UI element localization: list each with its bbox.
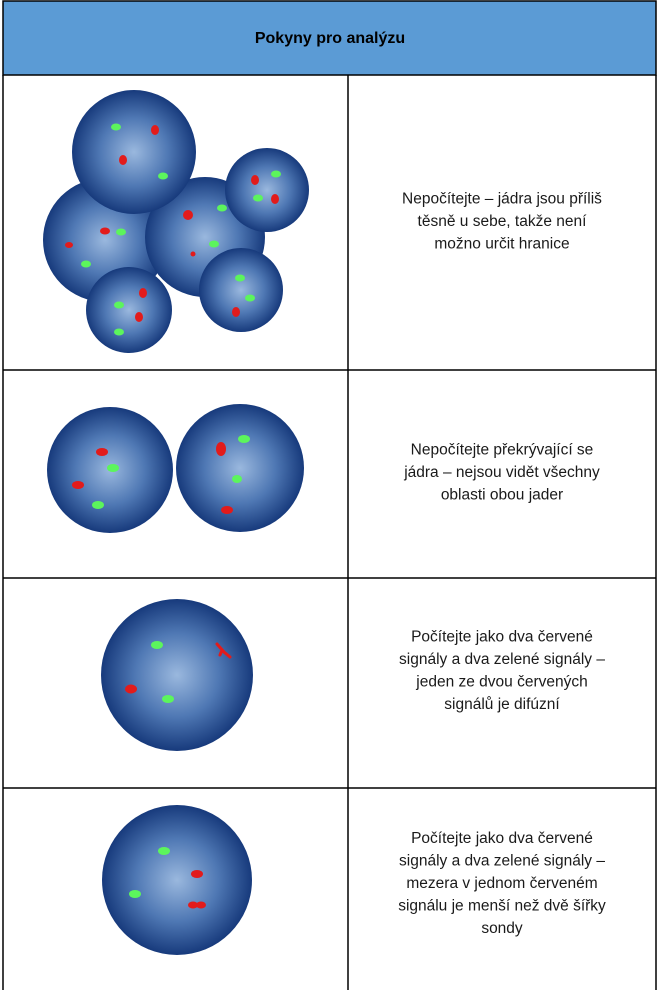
row-texts: Nepočítejte – jádra jsou příliš těsně u s… bbox=[398, 191, 606, 938]
row-text-line: sondy bbox=[481, 920, 523, 937]
row-text-line: signálu je menší než dvě šířky bbox=[398, 898, 606, 915]
row-text-line: Počítejte jako dva červené bbox=[411, 628, 593, 645]
nuclei-overlap bbox=[47, 404, 304, 533]
nuclei-cluster bbox=[43, 90, 309, 353]
row-text-line: signály a dva zelené signály – bbox=[399, 651, 605, 668]
row-text-line: těsně u sebe, takže není bbox=[418, 213, 588, 230]
row-text-line: signálů je difúzní bbox=[444, 696, 560, 713]
nucleus-diffuse bbox=[101, 599, 253, 751]
row-text-line: Nepočítejte – jádra jsou příliš bbox=[402, 191, 602, 208]
header-title: Pokyny pro analýzu bbox=[255, 30, 405, 47]
row-text-line: oblasti obou jader bbox=[441, 487, 563, 504]
row-text-line: mezera v jednom červeném bbox=[406, 875, 597, 892]
row-text-line: jeden ze dvou červených bbox=[415, 673, 587, 690]
row-text-line: jádra – nejsou vidět všechny bbox=[403, 464, 600, 481]
row-text-line: Počítejte jako dva červené bbox=[411, 830, 593, 847]
header-bg bbox=[2, 0, 657, 76]
nucleus-gap bbox=[102, 805, 252, 955]
row-text-line: signály a dva zelené signály – bbox=[399, 853, 605, 870]
row-text-line: Nepočítejte překrývající se bbox=[411, 442, 594, 459]
grid bbox=[2, 75, 657, 990]
row-text-line: možno určit hranice bbox=[434, 236, 569, 253]
